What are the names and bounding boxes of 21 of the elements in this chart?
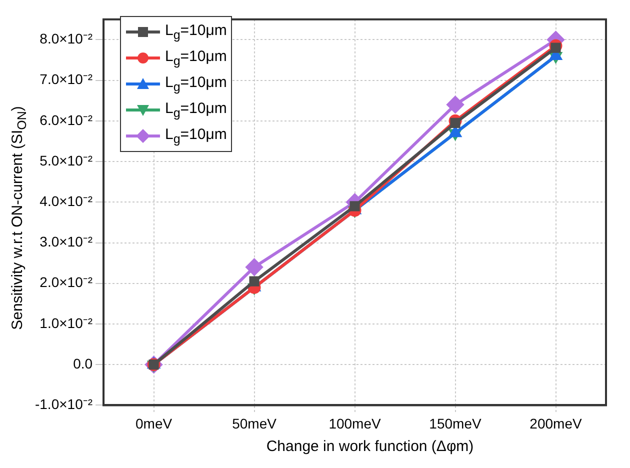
- y-tick-label: 5.0×10⁻²: [40, 152, 93, 168]
- legend-label: L$_{g}$=10μm: [165, 22, 227, 42]
- x-tick-label: 100meV: [328, 415, 382, 432]
- legend-label: L$_{g}$=10μm: [165, 100, 227, 120]
- y-tick-label: 4.0×10⁻²: [40, 193, 93, 210]
- y-tick-label: 1.0×10⁻²: [40, 314, 93, 331]
- y-tick-label: 7.0×10⁻²: [40, 71, 93, 88]
- x-tick-label: 50meV: [232, 415, 278, 432]
- y-tick-label: 8.0×10⁻²: [40, 30, 93, 47]
- legend-label: L$_{g}$=10μm: [165, 48, 227, 68]
- x-tick-label: 200meV: [530, 415, 582, 432]
- x-axis-title: Change in work function (Δφm): [265, 438, 475, 455]
- x-tick-label: 0meV: [135, 415, 173, 432]
- y-tick-label: 2.0×10⁻²: [40, 274, 93, 290]
- legend-label: L$_{g}$=10μm: [165, 126, 227, 146]
- y-tick-label: 6.0×10⁻²: [40, 112, 93, 128]
- y-tick-label: 3.0×10⁻²: [40, 234, 93, 250]
- y-tick-label: -1.0×10⁻²: [34, 396, 93, 412]
- y-tick-label: 0.0: [73, 355, 93, 372]
- x-tick-label: 150meV: [429, 415, 482, 432]
- legend-label: L$_{g}$=10μm: [165, 74, 227, 94]
